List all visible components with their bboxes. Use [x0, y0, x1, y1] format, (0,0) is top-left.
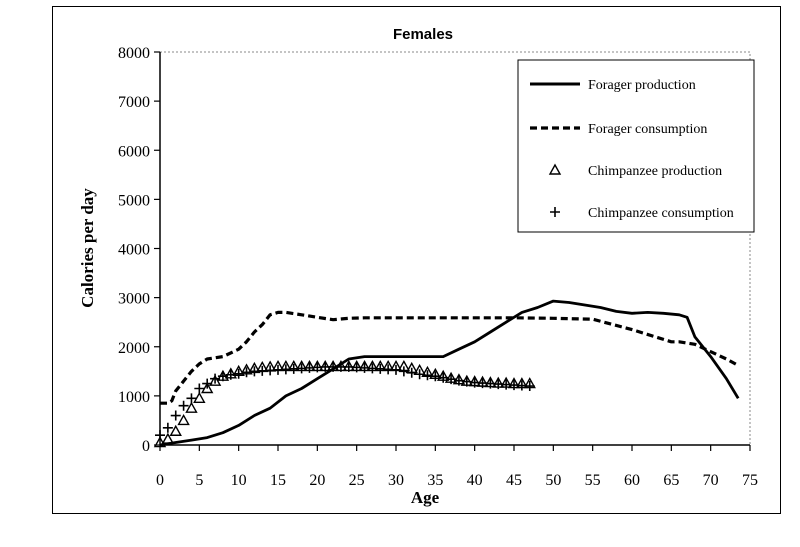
x-tick-label: 60: [624, 472, 640, 489]
y-tick-label: 8000: [118, 45, 150, 62]
chimpanzee-production-points: [153, 359, 536, 448]
chimpanzee-production-point: [193, 391, 206, 404]
forager-production-line: [159, 299, 740, 447]
chimpanzee-consumption-point: [170, 410, 181, 421]
legend-label-chimpanzee-consumption: Chimpanzee consumption: [588, 206, 734, 221]
x-tick-label: 70: [703, 472, 719, 489]
chimpanzee-consumption-point: [461, 376, 472, 387]
chimpanzee-consumption-point: [210, 373, 221, 384]
chimpanzee-consumption-point: [422, 370, 433, 381]
legend-box: [517, 59, 755, 233]
chart-frame: [52, 6, 781, 514]
x-tick-label: 20: [309, 472, 325, 489]
x-tick-label: 5: [195, 472, 203, 489]
chimpanzee-consumption-point: [414, 369, 425, 380]
y-tick-label: 6000: [118, 143, 150, 160]
chart-title: Females: [393, 26, 453, 43]
chimpanzee-consumption-point: [430, 371, 441, 382]
x-axis-label: Age: [411, 488, 440, 507]
chimpanzee-production-point: [201, 382, 214, 394]
x-tick-label: 45: [506, 472, 522, 489]
chimpanzee-production-point: [169, 424, 182, 436]
chimpanzee-consumption-point: [438, 372, 449, 383]
x-tick-label: 0: [156, 472, 164, 489]
y-tick-label: 3000: [118, 291, 150, 308]
chimpanzee-consumption-point: [155, 430, 165, 441]
x-tick-label: 30: [388, 472, 404, 489]
chimpanzee-consumption-point: [194, 383, 205, 394]
chimpanzee-production-point: [177, 413, 190, 426]
x-tick-label: 75: [742, 472, 758, 489]
y-tick-label: 1000: [118, 389, 150, 406]
x-tick-label: 15: [270, 472, 286, 489]
legend-label-chimpanzee-production: Chimpanzee production: [588, 164, 722, 179]
chimpanzee-consumption-point: [391, 364, 401, 375]
series-layer: [153, 299, 740, 448]
chimpanzee-consumption-point: [178, 400, 189, 411]
legend-label-forager-production: Forager production: [588, 78, 696, 93]
chimpanzee-consumption-point: [453, 375, 464, 386]
y-tick-label: 4000: [118, 242, 150, 259]
y-tick-label: 7000: [118, 94, 150, 111]
legend-swatch-chimpanzee-consumption: [550, 207, 560, 217]
chimpanzee-consumption-point: [406, 367, 417, 378]
chimpanzee-consumption-point: [524, 381, 535, 392]
x-tick-label: 35: [427, 472, 443, 489]
chimpanzee-consumption-point: [398, 366, 409, 377]
x-tick-label: 40: [467, 472, 483, 489]
chimpanzee-consumption-point: [233, 368, 244, 379]
chimpanzee-consumption-point: [202, 378, 213, 389]
chimpanzee-consumption-point: [446, 374, 457, 385]
axes: 0 1000 2000 3000 4000 5000 6000 7000 8000 0 5 10 15 2…: [118, 45, 758, 489]
y-axis-label: Calories per day: [78, 188, 97, 308]
x-tick-label: 50: [545, 472, 561, 489]
chimpanzee-consumption-point: [162, 422, 173, 433]
y-tick-label: 2000: [118, 340, 150, 357]
chimpanzee-consumption-point: [217, 371, 228, 382]
x-tick-label: 10: [231, 472, 247, 489]
chimpanzee-production-point: [161, 432, 175, 444]
x-tick-label: 55: [585, 472, 601, 489]
chimpanzee-consumption-point: [225, 369, 236, 380]
chimpanzee-production-point: [185, 401, 198, 413]
chimpanzee-consumption-point: [186, 393, 197, 404]
y-tick-label: 5000: [118, 192, 150, 209]
legend-label-forager-consumption: Forager consumption: [588, 122, 707, 137]
legend-swatch-chimpanzee-production: [548, 163, 562, 175]
chimpanzee-consumption-point: [241, 367, 252, 378]
x-tick-label: 25: [349, 472, 365, 489]
legend: Forager production Forager consumption Chi…: [517, 59, 755, 233]
x-tick-label: 65: [663, 472, 679, 489]
forager-consumption-line: [160, 310, 739, 405]
chimpanzee-production-point: [153, 436, 167, 448]
chimpanzee-consumption-points: [155, 361, 535, 441]
y-tick-label: 0: [142, 438, 150, 455]
